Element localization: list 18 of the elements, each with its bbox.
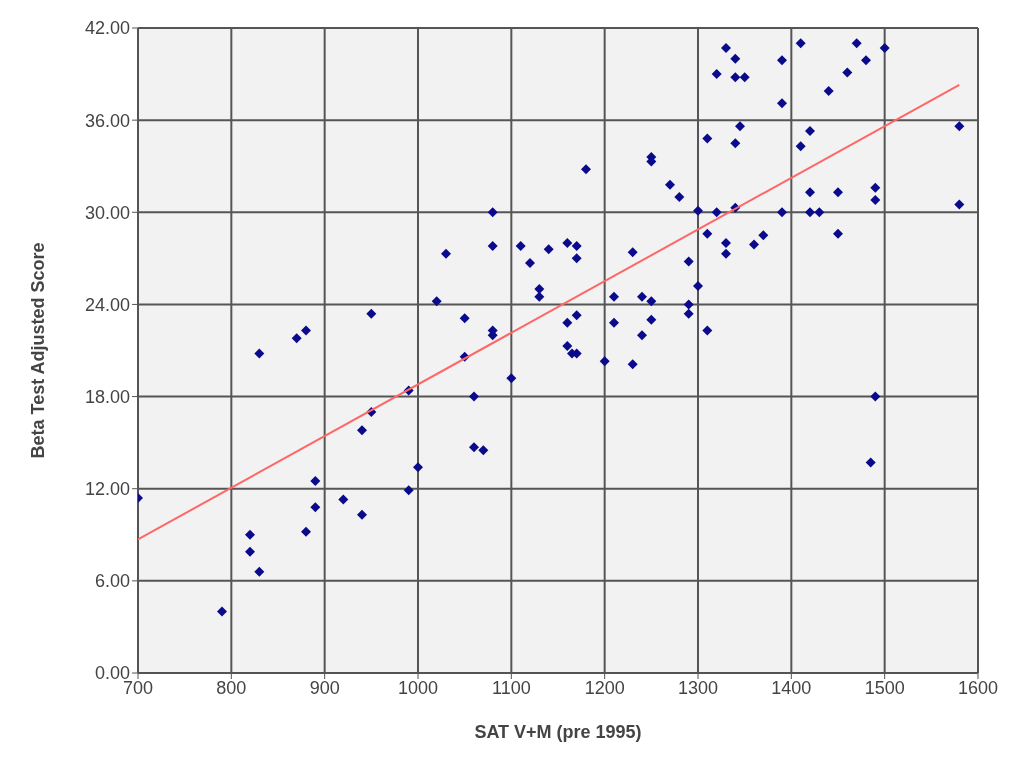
x-tick-label: 800 — [216, 677, 247, 698]
x-tick-label: 1600 — [957, 677, 999, 698]
x-tick-label: 1200 — [584, 677, 625, 698]
y-tick-label: 18.00 — [84, 386, 130, 407]
x-tick-label: 900 — [309, 677, 340, 698]
y-tick-label: 12.00 — [84, 479, 130, 500]
y-tick-label: 42.00 — [84, 18, 130, 39]
y-tick-label: 24.00 — [84, 294, 130, 315]
x-tick-label: 1100 — [491, 677, 531, 698]
y-tick-label: 36.00 — [84, 110, 130, 131]
y-tick-label: 30.00 — [84, 202, 130, 223]
x-tick-label: 1500 — [864, 677, 905, 698]
x-tick-label: 1000 — [397, 677, 439, 698]
y-tick-label: 6.00 — [94, 571, 130, 592]
y-axis-title: Beta Test Adjusted Score — [28, 242, 49, 459]
x-tick-label: 1400 — [771, 677, 812, 698]
x-axis-title: SAT V+M (pre 1995) — [474, 722, 642, 742]
x-tick-label: 1300 — [677, 677, 719, 698]
